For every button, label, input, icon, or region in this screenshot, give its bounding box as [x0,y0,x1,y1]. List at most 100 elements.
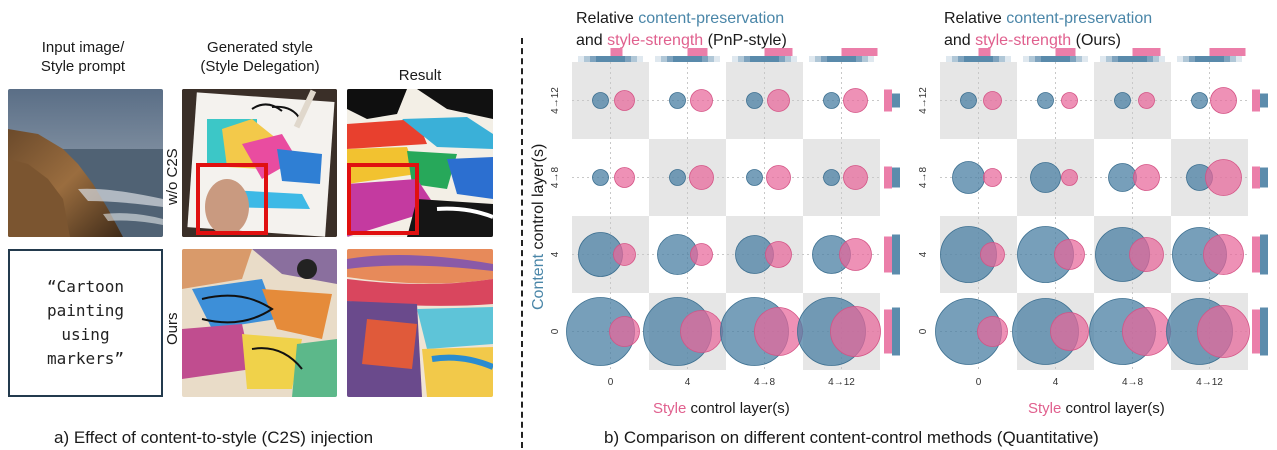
header-input-line2: Style prompt [0,57,166,76]
prompt-line-3: using [47,323,124,347]
style-bubble-0-0-2 [755,308,803,356]
style-bubble-1-1-0 [981,243,1005,267]
x-label-right-rest: control layer(s) [1066,400,1165,417]
style-bubble-1-1-3 [1204,235,1244,275]
style-bubble-1-3-1 [1062,93,1078,109]
right-marg-content-1-1 [1260,235,1268,275]
top-marg-content-0-2-3 [750,56,779,62]
content-bubble-1-2-1 [1031,163,1061,193]
style-bubble-1-3-2 [1139,93,1155,109]
right-marg-content-1-0 [1260,308,1268,356]
header-result: Result [345,66,495,85]
style-prompt-box: “Cartoon painting using markers” [8,249,163,397]
content-bubble-1-3-3 [1192,93,1208,109]
right-marg-style-0-3 [884,90,892,112]
style-bubble-1-2-2 [1134,165,1160,191]
style-bubble-1-1-1 [1055,240,1085,270]
x-label-right-style: Style [1028,400,1061,417]
content-bubble-1-3-1 [1038,93,1054,109]
bubble-charts: 0 4 4→8 4→12 0 4 4→8 4→12 0 4 4→8 4→12 0 4 4→8 4→12 [517,46,1277,406]
x-tick-1-3: 4→12 [1196,377,1223,388]
content-bubble-0-2-0 [593,170,609,186]
style-bubble-1-0-1 [1051,313,1089,351]
result-wo-c2s [347,89,493,237]
style-bubble-1-1-2 [1130,238,1164,272]
x-tick-1-0: 0 [976,377,982,388]
prompt-line-1: “Cartoon [47,275,124,299]
y-tick-0-0: 0 [550,328,561,334]
top-marg-style-0-1 [688,48,708,56]
generated-ours-image [182,249,337,397]
top-marg-content-1-2-3 [1118,56,1147,62]
style-bubble-0-1-0 [614,244,636,266]
content-bubble-0-2-1 [670,170,686,186]
x-label-left-style: Style [653,400,686,417]
row-label-wo-c2s: w/o C2S [164,148,181,205]
header-generated-line2: (Style Delegation) [180,57,340,76]
top-marg-style-0-0 [611,48,623,56]
style-bubble-0-1-2 [766,242,792,268]
content-bubble-0-3-0 [593,93,609,109]
content-bubble-1-3-2 [1115,93,1131,109]
style-bubble-0-2-2 [767,166,791,190]
result-ours [347,249,493,397]
title-left-content: content-preservation [638,10,784,27]
y-tick-0-1: 4 [550,251,561,257]
x-tick-0-3: 4→12 [828,377,855,388]
x-tick-0-2: 4→8 [754,377,776,388]
top-marg-style-1-1 [1056,48,1076,56]
style-bubble-1-2-1 [1062,170,1078,186]
header-input-line1: Input image/ [0,38,166,57]
style-bubble-1-3-0 [984,92,1002,110]
content-bubble-1-2-0 [953,162,985,194]
right-marg-content-1-3 [1260,94,1268,108]
x-tick-1-1: 4 [1053,377,1059,388]
top-marg-content-0-0-3 [596,56,625,62]
header-generated: Generated style (Style Delegation) [180,38,340,76]
style-bubble-1-2-3 [1206,160,1242,196]
style-bubble-1-0-3 [1198,306,1250,358]
y-tick-1-3: 4→12 [918,87,929,114]
style-bubble-0-1-3 [840,239,872,271]
x-label-left-rest: control layer(s) [691,400,790,417]
caption-a: a) Effect of content-to-style (C2S) inje… [54,428,373,448]
row-label-ours: Ours [164,312,181,345]
style-bubble-0-0-1 [681,311,723,353]
content-bubble-0-2-3 [824,170,840,186]
caption-b: b) Comparison on different content-contr… [604,428,1099,448]
content-bubble-1-2-2 [1109,164,1137,192]
style-bubble-0-1-1 [691,244,713,266]
input-landscape-photo [8,89,163,237]
right-marg-style-1-0 [1252,310,1260,354]
right-marg-content-0-0 [892,308,900,356]
artifact-highlight-box-result [347,163,419,235]
style-bubble-0-0-0 [610,317,640,347]
generated-style-ours [182,249,337,397]
title-left-relative: Relative [576,10,634,27]
right-marg-content-0-2 [892,168,900,188]
right-marg-style-1-3 [1252,90,1260,112]
x-tick-0-1: 4 [685,377,691,388]
top-marg-style-0-3 [842,48,878,56]
right-marg-content-0-3 [892,94,900,108]
content-bubble-0-3-3 [824,93,840,109]
generated-style-wo-c2s [182,89,337,237]
header-input: Input image/ Style prompt [0,38,166,76]
top-marg-content-1-0-3 [964,56,993,62]
style-bubble-0-3-3 [844,89,868,113]
right-marg-style-0-2 [884,167,892,189]
y-tick-1-1: 4 [918,251,929,257]
top-marg-content-0-1-3 [673,56,702,62]
top-marg-content-0-3-3 [827,56,856,62]
style-bubble-0-3-1 [691,90,713,112]
style-bubble-0-3-0 [615,91,635,111]
y-tick-0-3: 4→12 [550,87,561,114]
style-prompt-text: “Cartoon painting using markers” [47,275,124,371]
style-bubble-0-2-0 [615,168,635,188]
right-marg-style-1-2 [1252,167,1260,189]
landscape-image [8,89,163,237]
right-marg-content-0-1 [892,235,900,275]
style-bubble-1-2-0 [984,169,1002,187]
content-bubble-0-3-2 [747,93,763,109]
top-marg-content-1-1-3 [1041,56,1070,62]
